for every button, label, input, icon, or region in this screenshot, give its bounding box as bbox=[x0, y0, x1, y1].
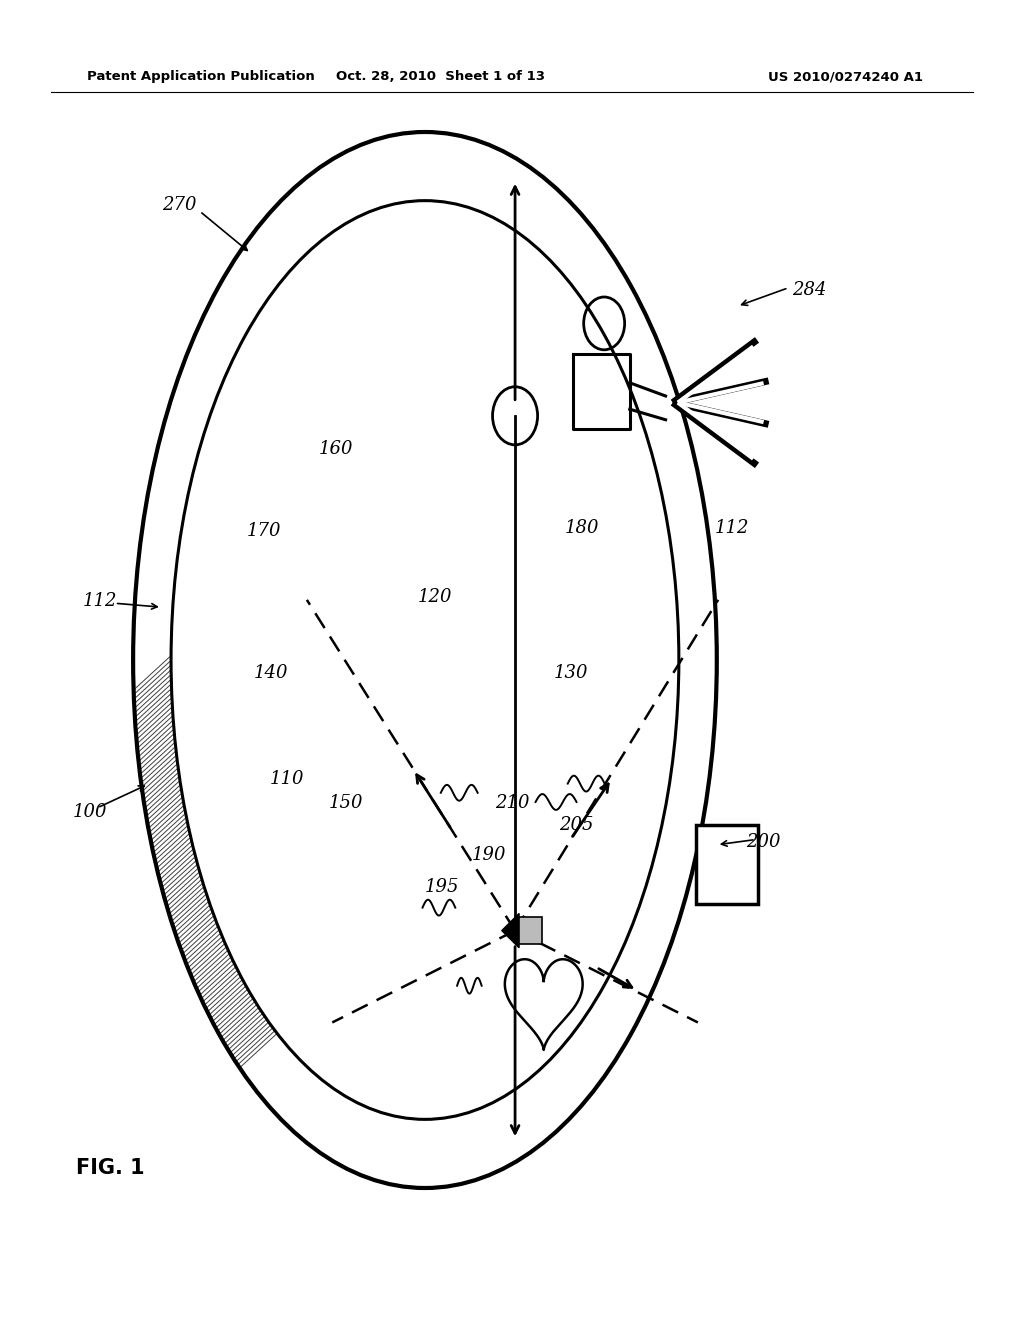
Text: 130: 130 bbox=[554, 664, 589, 682]
Bar bbox=[519, 917, 542, 944]
Text: 112: 112 bbox=[83, 591, 118, 610]
Text: 100: 100 bbox=[73, 803, 108, 821]
Text: 120: 120 bbox=[418, 587, 453, 606]
Text: 195: 195 bbox=[425, 878, 460, 896]
Text: Oct. 28, 2010  Sheet 1 of 13: Oct. 28, 2010 Sheet 1 of 13 bbox=[336, 70, 545, 83]
Text: 170: 170 bbox=[247, 521, 282, 540]
Text: 284: 284 bbox=[792, 281, 826, 300]
Text: 140: 140 bbox=[254, 664, 289, 682]
Text: 270: 270 bbox=[162, 195, 197, 214]
Text: Patent Application Publication: Patent Application Publication bbox=[87, 70, 314, 83]
Text: 150: 150 bbox=[329, 793, 364, 812]
Text: 180: 180 bbox=[564, 519, 599, 537]
Text: 160: 160 bbox=[318, 440, 353, 458]
Text: 210: 210 bbox=[495, 793, 529, 812]
Text: 200: 200 bbox=[745, 833, 780, 851]
Text: US 2010/0274240 A1: US 2010/0274240 A1 bbox=[768, 70, 923, 83]
Bar bbox=[696, 825, 758, 904]
Polygon shape bbox=[502, 913, 519, 948]
Text: 110: 110 bbox=[269, 770, 304, 788]
Text: 112: 112 bbox=[715, 519, 750, 537]
Text: 190: 190 bbox=[472, 846, 507, 865]
Text: FIG. 1: FIG. 1 bbox=[76, 1158, 145, 1179]
Text: 205: 205 bbox=[559, 816, 594, 834]
